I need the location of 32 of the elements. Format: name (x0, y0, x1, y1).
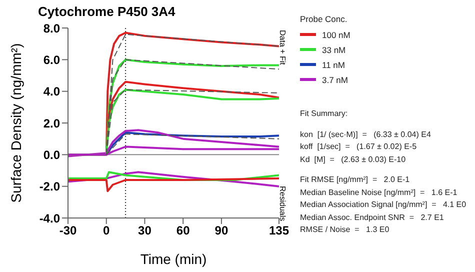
chart-title: Cytochrome P450 3A4 (38, 4, 176, 19)
y-tick-label: -4.0 (39, 211, 60, 226)
text: Fit RMSE [ng/mm²] = 2.0 E-1 (300, 174, 411, 186)
x-tick-label: -30 (59, 224, 77, 238)
legend-label: 100 nM (322, 30, 350, 40)
annotation: Data + Fit (278, 30, 287, 65)
text: Median Assoc. Endpoint SNR = 2.7 E1 (300, 212, 445, 224)
text: Kd [M] = (2.63 ± 0.03) E-10 (300, 154, 407, 166)
text: Median Baseline Noise [ng/mm²] = 1.6 E-1 (300, 186, 458, 199)
x-tick-label: 60 (176, 224, 190, 238)
y-tick-label: 8.0 (43, 21, 60, 36)
x-tick-label: 0 (103, 224, 110, 238)
annotation: Residuals (278, 186, 287, 222)
legend-label: 11 nM (322, 60, 345, 70)
y-tick-label: 2.0 (43, 116, 60, 130)
y-tick-label: 6.0 (43, 52, 60, 67)
text: koff [1/sec] = (1.67 ± 0.02) E-5 (300, 141, 418, 153)
x-tick-label: 135 (268, 224, 290, 238)
text: Median Association Signal [ng/mm²] = 4.1 E0 (300, 199, 466, 211)
text: RMSE / Noise = 1.3 E0 (300, 224, 390, 236)
x-tick-label: 30 (138, 224, 152, 238)
legend-label: 3.7 nM (322, 74, 348, 84)
text: Fit Summary: (300, 108, 349, 120)
y-tick-label: 0.0 (43, 148, 60, 162)
y-axis-title: Surface Density (ng/mm²) (8, 43, 24, 203)
legend-label: 33 nM (322, 44, 346, 54)
legend-title: Probe Conc. (300, 14, 348, 24)
text: kon [1/ (sec·M)] = (6.33 ± 0.04) E4 (300, 128, 432, 141)
x-tick-label: 90 (214, 224, 228, 238)
x-axis-title: Time (min) (140, 251, 207, 267)
y-tick-label: 4.0 (43, 84, 60, 99)
y-tick-label: -2.0 (39, 180, 60, 194)
